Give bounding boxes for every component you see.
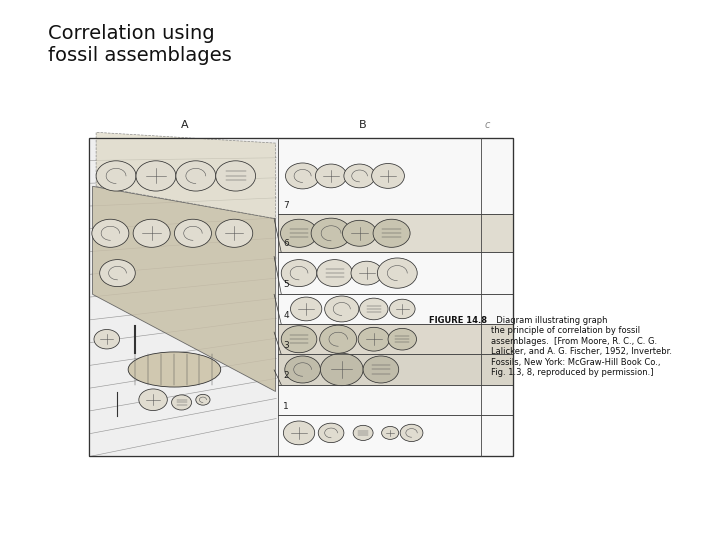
Text: A: A [181,120,189,130]
Text: 7: 7 [284,201,289,210]
Circle shape [351,261,382,285]
Circle shape [390,299,415,319]
Bar [278,214,513,252]
Bar [89,138,513,456]
Text: FIGURE 14.8: FIGURE 14.8 [428,316,487,325]
Circle shape [373,219,410,247]
Circle shape [282,260,317,287]
Circle shape [285,356,320,383]
Text: 2: 2 [284,372,289,380]
Circle shape [382,427,399,440]
Circle shape [139,389,167,410]
Text: 6: 6 [284,239,289,248]
Circle shape [174,219,212,247]
Circle shape [281,219,318,247]
Text: 4: 4 [284,310,289,320]
Circle shape [359,298,388,320]
Circle shape [317,260,352,287]
Text: 5: 5 [284,280,289,289]
Circle shape [377,258,417,288]
Circle shape [358,327,390,351]
Ellipse shape [128,352,221,387]
Polygon shape [96,132,276,219]
Circle shape [216,219,253,247]
Text: 3: 3 [284,341,289,350]
Circle shape [286,163,320,189]
Circle shape [133,219,170,247]
Circle shape [344,164,375,188]
Text: B: B [359,120,367,130]
Circle shape [311,218,351,248]
Circle shape [216,161,256,191]
Circle shape [136,161,176,191]
Circle shape [400,424,423,442]
Text: 1: 1 [284,402,289,410]
Text: Correlation using
fossil assemblages: Correlation using fossil assemblages [48,24,232,65]
Circle shape [320,353,363,386]
Polygon shape [93,186,276,392]
Circle shape [372,164,405,188]
Circle shape [363,356,399,383]
Text: c: c [485,120,490,130]
Bar [278,354,513,384]
Text: Diagram illustrating graph
the principle of correlation by fossil
assemblages.  : Diagram illustrating graph the principle… [491,316,672,377]
Circle shape [388,328,416,350]
Circle shape [176,161,216,191]
Circle shape [325,296,359,322]
Bar [278,324,513,354]
Circle shape [92,219,129,247]
Circle shape [290,297,322,321]
Circle shape [343,220,377,246]
Circle shape [353,426,373,441]
Circle shape [96,161,136,191]
Circle shape [196,394,210,405]
Bar [89,138,513,456]
Circle shape [171,395,192,410]
Circle shape [320,325,356,353]
Circle shape [284,421,315,445]
Circle shape [99,260,135,287]
Circle shape [315,164,347,188]
Circle shape [282,326,317,353]
Circle shape [94,329,120,349]
Circle shape [318,423,344,443]
Bar [89,138,278,456]
